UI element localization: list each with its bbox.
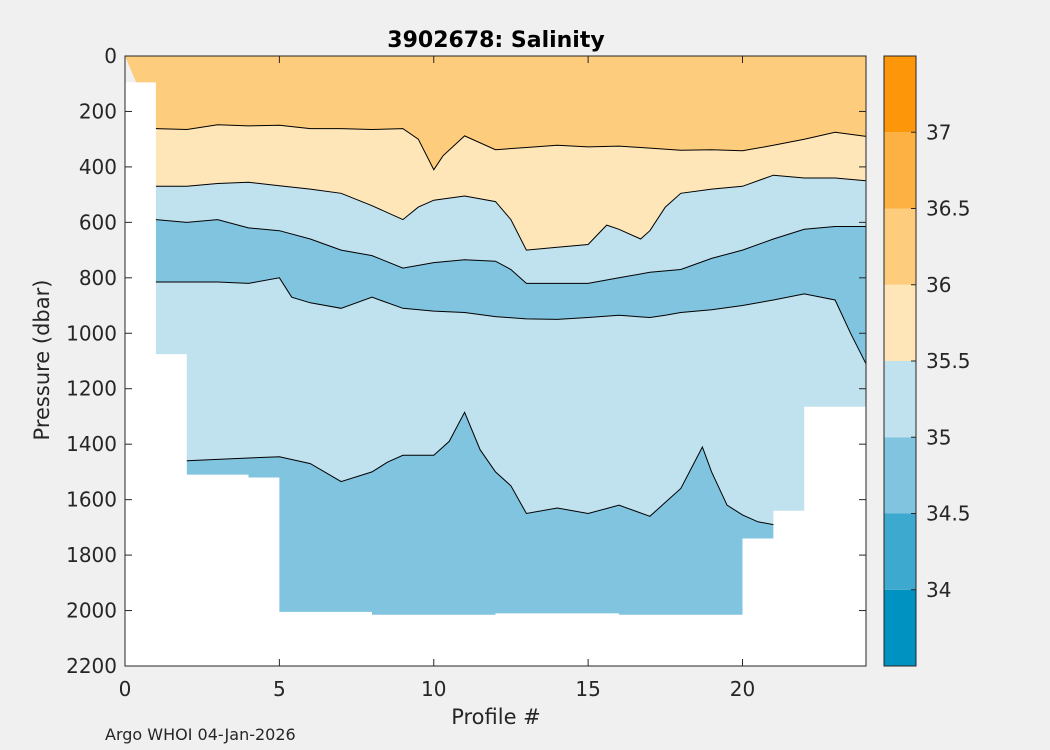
y-tick-label: 600 [79, 210, 117, 234]
contour-lines [155, 124, 867, 526]
x-axis-label: Profile # [451, 705, 541, 729]
missing-data-region [125, 82, 866, 666]
colorbar-segment [884, 284, 916, 361]
band-36-36.5 [125, 56, 866, 170]
y-tick-label: 1600 [66, 488, 117, 512]
colorbar-segment [884, 208, 916, 285]
y-tick-label: 400 [79, 155, 117, 179]
chart-title: 3902678: Salinity [387, 28, 604, 53]
y-axis-ticks: 0 200 400 600 800 1000 1200 1400 1600 1800 2000 220… [66, 44, 866, 678]
y-tick-label: 1000 [66, 321, 117, 345]
colorbar-segment [884, 437, 916, 514]
band-2 [155, 219, 866, 364]
x-tick-label: 0 [119, 677, 132, 701]
band-34.5-35-deep [186, 412, 866, 666]
contour-line-1 [155, 174, 867, 251]
contour-line-0 [155, 124, 867, 171]
colorbar-tick-label: 36.5 [926, 197, 971, 221]
y-tick-label: 200 [79, 99, 117, 123]
x-tick-label: 15 [575, 677, 600, 701]
y-tick-label: 2200 [66, 654, 117, 678]
colorbar-segment [884, 589, 916, 666]
y-tick-label: 1400 [66, 432, 117, 456]
footer-credit: Argo WHOI 04-Jan-2026 [105, 725, 296, 744]
colorbar-segment [884, 56, 916, 133]
colorbar-tick-label: 37 [926, 120, 951, 144]
colorbar-segment [884, 132, 916, 209]
colorbar: 34 34.5 35 35.5 36 36.5 37 [883, 55, 971, 667]
y-tick-label: 0 [104, 44, 117, 68]
y-tick-label: 800 [79, 266, 117, 290]
x-tick-label: 5 [273, 677, 286, 701]
x-tick-label: 20 [730, 677, 755, 701]
y-tick-label: 1200 [66, 377, 117, 401]
contour-line-3 [155, 277, 867, 365]
y-axis-label: Pressure (dbar) [30, 280, 54, 441]
colorbar-tick-label: 34.5 [926, 502, 971, 526]
x-tick-label: 10 [421, 677, 446, 701]
y-tick-label: 2000 [66, 599, 117, 623]
y-tick-label: 1800 [66, 543, 117, 567]
x-axis-ticks: 0 5 10 15 20 [119, 56, 755, 701]
colorbar-tick-label: 36 [926, 273, 951, 297]
colorbar-tick-label: 35.5 [926, 349, 971, 373]
contour-line-2 [155, 219, 866, 284]
plot-frame [124, 55, 867, 667]
contour-line-4 [186, 411, 774, 526]
colorbar-tick-label: 35 [926, 425, 951, 449]
colorbar-segment [884, 513, 916, 590]
colorbar-segment [884, 361, 916, 438]
colorbar-tick-label: 34 [926, 578, 951, 602]
band-1 [155, 175, 866, 284]
no-data-mask [125, 82, 866, 666]
band-0 [155, 124, 866, 251]
